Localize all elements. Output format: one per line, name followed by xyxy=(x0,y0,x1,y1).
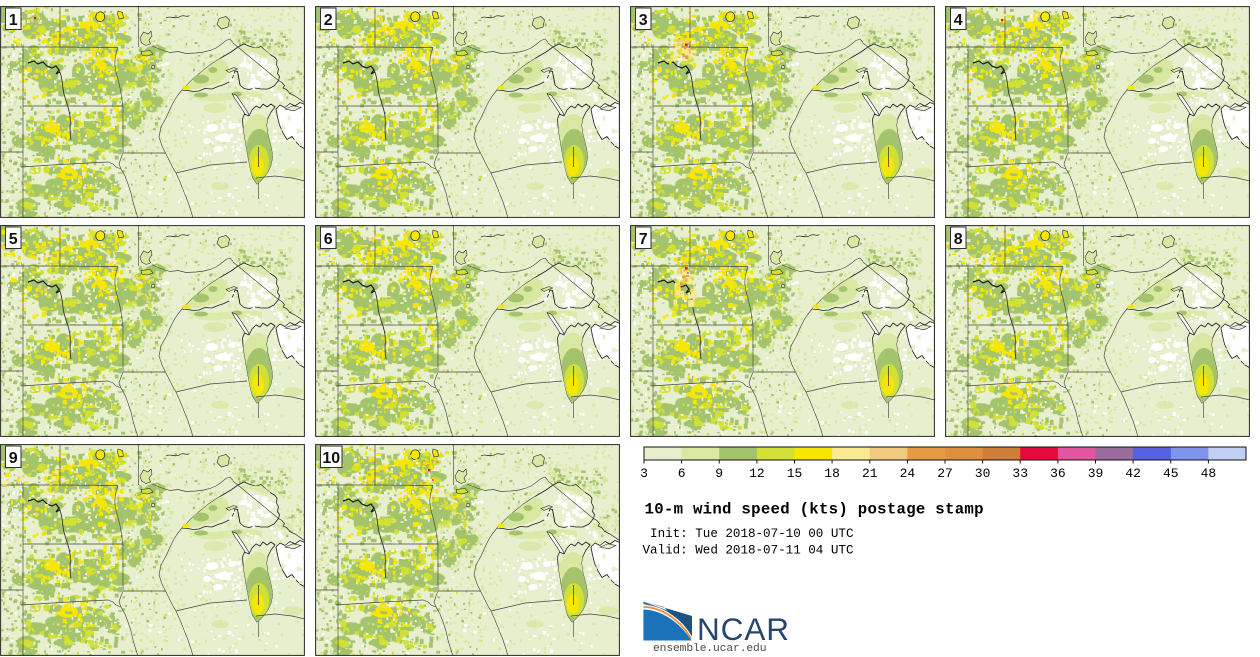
svg-text:10-m wind speed (kts) postage: 10-m wind speed (kts) postage stamp xyxy=(645,501,984,519)
svg-text:24: 24 xyxy=(900,466,916,481)
svg-text:7: 7 xyxy=(639,231,648,248)
svg-text:5: 5 xyxy=(9,231,18,248)
svg-text:33: 33 xyxy=(1012,466,1028,481)
svg-text:21: 21 xyxy=(862,466,878,481)
svg-text:NCAR: NCAR xyxy=(697,611,789,647)
svg-text:1: 1 xyxy=(9,12,18,29)
svg-text:30: 30 xyxy=(975,466,991,481)
svg-text:48: 48 xyxy=(1201,466,1217,481)
svg-text:9: 9 xyxy=(9,450,18,467)
svg-text:9: 9 xyxy=(715,466,723,481)
svg-text:2: 2 xyxy=(324,12,333,29)
svg-text:8: 8 xyxy=(954,231,963,248)
svg-text:15: 15 xyxy=(787,466,803,481)
svg-text:6: 6 xyxy=(678,466,686,481)
svg-text:4: 4 xyxy=(954,12,963,29)
svg-text:42: 42 xyxy=(1125,466,1141,481)
svg-text:45: 45 xyxy=(1163,466,1179,481)
svg-text:36: 36 xyxy=(1050,466,1066,481)
svg-text:12: 12 xyxy=(749,466,765,481)
svg-text:Valid: Wed 2018-07-11 04 UTC: Valid: Wed 2018-07-11 04 UTC xyxy=(643,544,854,558)
svg-text:10: 10 xyxy=(322,450,340,467)
svg-text:39: 39 xyxy=(1088,466,1104,481)
svg-text:27: 27 xyxy=(937,466,953,481)
svg-text:6: 6 xyxy=(324,231,333,248)
svg-text:Init: Tue 2018-07-10 00 UTC: Init: Tue 2018-07-10 00 UTC xyxy=(643,527,854,541)
svg-text:3: 3 xyxy=(639,12,648,29)
svg-text:3: 3 xyxy=(640,466,648,481)
svg-text:18: 18 xyxy=(824,466,840,481)
svg-text:ensemble.ucar.edu: ensemble.ucar.edu xyxy=(653,643,767,655)
